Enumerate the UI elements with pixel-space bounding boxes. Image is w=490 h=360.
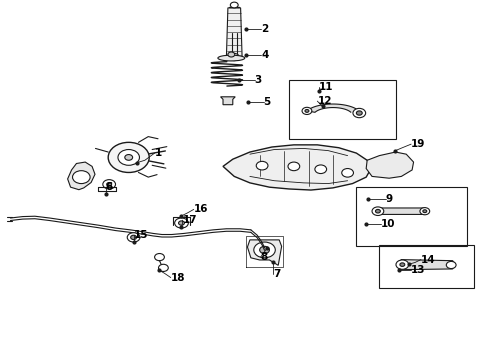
Circle shape	[127, 233, 140, 242]
Circle shape	[420, 208, 430, 215]
Text: 6: 6	[106, 182, 113, 192]
Polygon shape	[247, 240, 282, 265]
Text: 17: 17	[182, 215, 197, 225]
Ellipse shape	[218, 55, 245, 61]
Circle shape	[256, 161, 268, 170]
Text: 2: 2	[261, 24, 269, 35]
Circle shape	[159, 264, 168, 271]
Text: 1: 1	[155, 148, 162, 158]
Circle shape	[229, 53, 239, 60]
Circle shape	[254, 242, 275, 258]
Polygon shape	[226, 8, 242, 56]
Text: 14: 14	[421, 255, 436, 265]
Polygon shape	[366, 152, 414, 178]
Text: 7: 7	[273, 269, 281, 279]
Circle shape	[342, 168, 353, 177]
Circle shape	[228, 52, 235, 57]
Circle shape	[288, 162, 300, 171]
Circle shape	[400, 263, 405, 266]
Circle shape	[396, 260, 409, 269]
Circle shape	[315, 165, 327, 174]
Text: 13: 13	[411, 265, 426, 275]
Polygon shape	[376, 208, 427, 215]
Text: 18: 18	[171, 273, 185, 283]
Circle shape	[125, 154, 133, 160]
Circle shape	[178, 221, 184, 225]
Circle shape	[155, 253, 164, 261]
Bar	[356, 187, 467, 246]
Polygon shape	[68, 162, 95, 190]
Circle shape	[446, 261, 456, 269]
Circle shape	[372, 207, 384, 216]
Circle shape	[356, 111, 362, 115]
Text: 9: 9	[386, 194, 393, 204]
Circle shape	[107, 183, 112, 186]
Circle shape	[108, 142, 149, 172]
Polygon shape	[399, 260, 455, 270]
Bar	[289, 80, 396, 139]
Circle shape	[73, 171, 90, 184]
Circle shape	[353, 108, 366, 118]
Circle shape	[423, 210, 427, 213]
Circle shape	[260, 246, 270, 253]
Circle shape	[305, 109, 309, 112]
Circle shape	[131, 235, 137, 239]
Text: 19: 19	[411, 139, 425, 149]
Circle shape	[302, 107, 312, 114]
Circle shape	[174, 218, 188, 228]
Circle shape	[230, 2, 238, 8]
PathPatch shape	[307, 104, 359, 113]
Circle shape	[375, 210, 380, 213]
Text: 10: 10	[381, 219, 395, 229]
Bar	[379, 245, 474, 288]
Text: 12: 12	[318, 96, 332, 106]
Text: 11: 11	[319, 82, 334, 92]
Text: 5: 5	[264, 97, 271, 107]
Text: 3: 3	[255, 75, 262, 85]
Text: 8: 8	[261, 252, 268, 262]
Circle shape	[103, 180, 116, 189]
Text: 4: 4	[261, 50, 269, 60]
Polygon shape	[223, 145, 371, 190]
Polygon shape	[220, 97, 235, 105]
Text: 16: 16	[194, 204, 208, 215]
Text: 15: 15	[134, 230, 148, 239]
Circle shape	[118, 149, 140, 165]
